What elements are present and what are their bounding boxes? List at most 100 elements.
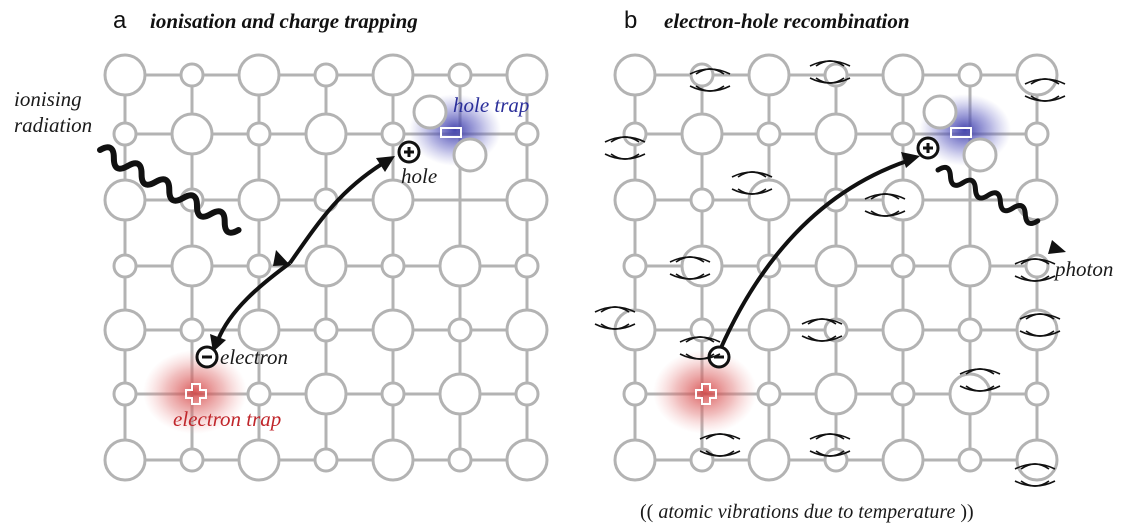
lattice-atom-large — [1015, 308, 1059, 352]
electron-charge — [195, 345, 219, 369]
lattice-atom-large — [814, 244, 858, 288]
lattice-atom-small — [622, 253, 648, 279]
footnote-text: atomic vibrations due to temperature — [658, 501, 955, 523]
lattice-atom-small — [112, 253, 138, 279]
lattice-atom-small — [179, 62, 205, 88]
vibration-arc — [809, 450, 851, 457]
lattice-atom-small — [890, 253, 916, 279]
lattice-atom-large — [371, 53, 415, 97]
lattice-atom-large — [103, 53, 147, 97]
lattice-atom-small — [447, 317, 473, 343]
lattice-atom-small — [380, 253, 406, 279]
lattice-atom-large — [881, 53, 925, 97]
vibration-arc — [669, 256, 711, 263]
lattice-atom-large — [505, 53, 549, 97]
lattice-atom-small — [514, 253, 540, 279]
vibration-arc — [699, 450, 741, 457]
vibration-arc — [801, 318, 843, 325]
lattice-atom-large — [881, 308, 925, 352]
lattice-atom-small — [1024, 121, 1050, 147]
plus-symbol — [185, 383, 207, 405]
vibration-arc — [689, 85, 731, 92]
lattice-atom-small — [823, 447, 849, 473]
lattice-atom-small — [313, 317, 339, 343]
radiation-label: radiation — [14, 113, 92, 137]
vibration-arc — [679, 336, 721, 343]
vibration-arc — [959, 368, 1001, 375]
lattice-atom-small — [313, 447, 339, 473]
lattice-atom-large — [814, 372, 858, 416]
lattice-atom-large — [371, 438, 415, 482]
lattice-atom-large — [103, 438, 147, 482]
electron-arrow — [216, 261, 292, 341]
footnote-close-paren: )) — [960, 501, 973, 523]
electron-label: electron — [220, 345, 288, 369]
electron-trap-glow — [143, 350, 247, 434]
vibration-arc — [731, 188, 773, 195]
lattice-atom-large — [881, 438, 925, 482]
hole-arrowhead — [376, 156, 395, 172]
lattice-atom-large — [170, 112, 214, 156]
radiation-wave — [97, 144, 242, 236]
lattice-atom-large — [304, 372, 348, 416]
electron-arrowhead — [210, 334, 226, 352]
lattice-atom — [922, 94, 958, 130]
lattice-atom-large — [747, 53, 791, 97]
hole-arrow — [288, 160, 387, 265]
lattice-atom-small — [689, 187, 715, 213]
lattice-atom-large — [237, 53, 281, 97]
lattice-atom — [962, 137, 998, 173]
vibration-arc — [731, 171, 773, 178]
lattice-atom-small — [823, 317, 849, 343]
lattice-atom-large — [613, 53, 657, 97]
lattice-atom-small — [380, 381, 406, 407]
panel-a-title: ionisation and charge trapping — [150, 9, 418, 33]
vibration-arc — [1014, 275, 1056, 282]
lattice-atom-small — [957, 317, 983, 343]
lattice-atom-large — [948, 244, 992, 288]
lattice-atom-large — [438, 244, 482, 288]
minus-symbol — [440, 127, 462, 138]
lattice-atom-small — [246, 253, 272, 279]
lattice-atom-large — [948, 372, 992, 416]
vibration-arc — [604, 153, 646, 160]
panel-b-letter: b — [624, 7, 637, 34]
lattice-atom-small — [246, 381, 272, 407]
lattice-atom-small — [179, 317, 205, 343]
lattice-atom-small — [957, 62, 983, 88]
lattice-atom-large — [170, 244, 214, 288]
lattice-atom-large — [237, 308, 281, 352]
lattice-atom-large — [371, 308, 415, 352]
lattice-atom-small — [514, 381, 540, 407]
lattice-atom-small — [957, 447, 983, 473]
lattice-atom-large — [680, 112, 724, 156]
photon-wave — [935, 164, 1041, 226]
hole-charge-b — [916, 136, 940, 160]
lattice-atom-large — [747, 308, 791, 352]
vibration-arc — [864, 210, 906, 217]
lattice-atom-large — [881, 178, 925, 222]
vibration-arc — [1019, 313, 1061, 320]
vibration-arc — [809, 77, 851, 84]
lattice-atom — [452, 137, 488, 173]
hole-trap-label: hole trap — [453, 93, 529, 117]
lattice-atom-small — [112, 121, 138, 147]
vibration-arc — [864, 193, 906, 200]
vibration-arc — [669, 273, 711, 280]
photon-label: photon — [1053, 257, 1113, 281]
panel-a-letter: a — [113, 7, 127, 34]
panel-b-title: electron-hole recombination — [664, 9, 910, 33]
lattice-atom-small — [890, 121, 916, 147]
vibration-arc — [959, 385, 1001, 392]
lattice-atom-large — [613, 308, 657, 352]
vibration-arc — [1014, 258, 1056, 265]
lattice-atom-large — [613, 438, 657, 482]
lattice-atom-large — [371, 178, 415, 222]
plus-symbol — [695, 383, 717, 405]
hole-label: hole — [401, 164, 437, 188]
lattice-atom-small — [313, 62, 339, 88]
lattice-atom-small — [756, 381, 782, 407]
lattice-atom-small — [514, 121, 540, 147]
vibration-footnote: (( atomic vibrations due to temperature … — [640, 501, 974, 523]
lattice-atom-small — [1024, 381, 1050, 407]
